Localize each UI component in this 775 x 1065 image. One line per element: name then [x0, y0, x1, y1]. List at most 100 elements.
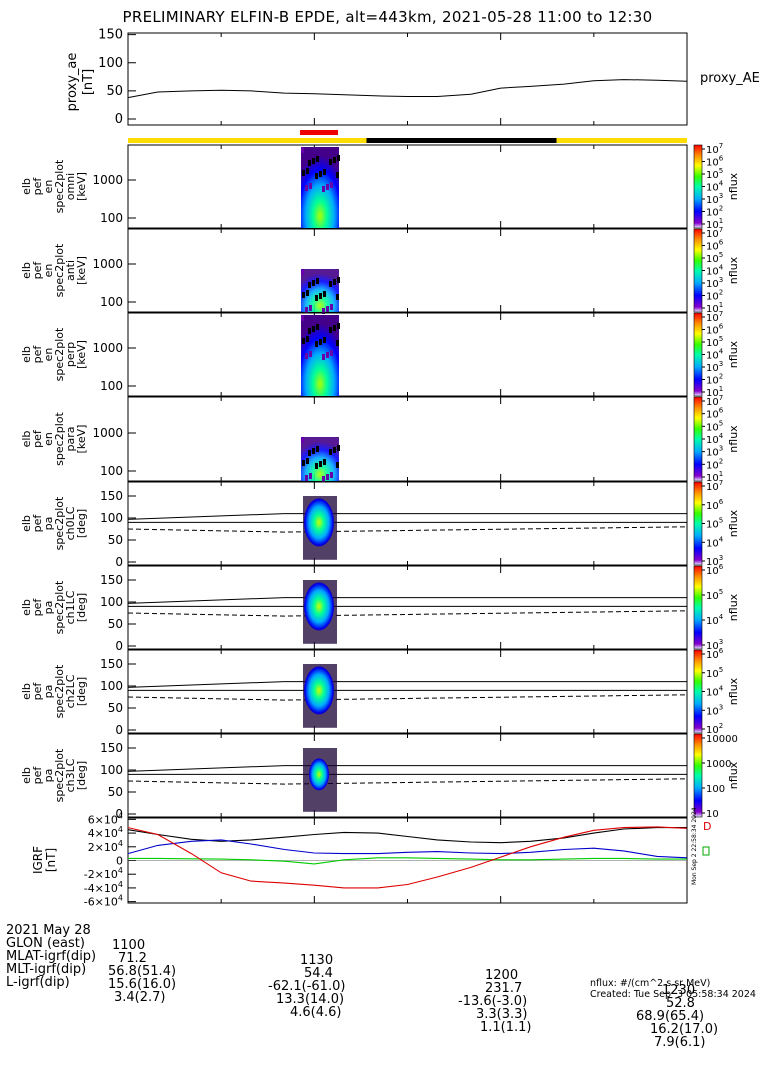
igrf-component-line: [128, 857, 687, 865]
spectrogram-panel-frame: [127, 228, 688, 313]
colorbar-tick-label: 1000: [706, 759, 731, 770]
colorbar-label: nflux: [727, 425, 740, 453]
spectrogram-speckle: [305, 307, 308, 313]
spectrogram-panel-frame: [127, 312, 688, 397]
spectrogram-ylabel-line: elb: [20, 431, 33, 448]
pitch-angle-colorbar: [693, 481, 703, 566]
spectrogram-speckle: [301, 147, 304, 153]
spectrogram-ylabel-line: spec2plot: [53, 327, 66, 381]
spectrogram-y-tick-label: 100: [100, 464, 123, 478]
spectrogram-ylabel-line: pef: [31, 261, 44, 280]
spectrogram-speckle: [337, 445, 340, 451]
colorbar-tick-label: 104: [706, 180, 724, 194]
spectrogram-speckle: [301, 269, 304, 275]
spectrogram-y-tick-label: 100: [100, 379, 123, 393]
ephemeris-value: 7.9(6.1): [654, 1035, 706, 1050]
spectrogram-ylabel-line: en: [42, 264, 55, 278]
colorbar-tick-label: 102: [706, 205, 723, 219]
igrf-yunit: [nT]: [44, 848, 58, 872]
spectrogram-speckle: [306, 168, 309, 174]
colorbar-tick-label: 106: [706, 647, 724, 661]
colorbar-tick-label: 106: [706, 239, 724, 253]
colorbar-tick-label: 105: [706, 251, 723, 265]
pitch-angle-y-tick-label: 0: [115, 639, 123, 653]
spectrogram-ylabel-line: perp: [64, 342, 77, 367]
spectrogram-speckle: [309, 473, 312, 479]
spectrogram-ylabel-line: [keV]: [75, 172, 88, 201]
pitch-angle-colorbar: [693, 565, 703, 650]
spectrogram-speckle: [336, 172, 339, 178]
colorbar-label: nflux: [727, 677, 740, 705]
pitch-angle-signal: [304, 582, 334, 631]
loss-cone-line: [127, 681, 285, 688]
pitch-angle-colorbar: [693, 733, 703, 818]
ephemeris-value: 71.2: [118, 951, 147, 966]
pitch-angle-y-tick-label: 150: [100, 573, 123, 587]
colorbar-tick-label: 103: [706, 360, 723, 374]
ae-y-tick-label: 50: [106, 84, 123, 99]
spectrogram-speckle: [315, 341, 318, 347]
colorbar-tick-label: 107: [706, 394, 723, 408]
pitch-angle-ylabel-line: [deg]: [75, 677, 88, 706]
pitch-angle-signal: [304, 666, 334, 715]
spectrogram-speckle: [330, 182, 333, 188]
ephemeris-value: 1.1(1.1): [480, 1020, 532, 1035]
spectrogram-ylabel-line: spec2plot: [53, 159, 66, 213]
colorbar-tick-label: 101: [706, 217, 723, 231]
spectrogram-speckle: [308, 450, 311, 456]
spectrogram-speckle: [309, 183, 312, 189]
created-note: Created: Tue Sep 3 05:58:34 2024: [590, 989, 756, 1000]
colorbar-tick-label: 104: [706, 432, 724, 446]
spectrogram-speckle: [315, 463, 318, 469]
colorbar-label: nflux: [727, 256, 740, 284]
spectrogram-speckle: [330, 350, 333, 356]
pitch-angle-ylabel-line: pa: [42, 601, 55, 615]
colorbar-tick-label: 106: [706, 155, 724, 169]
spectrogram-speckle: [301, 315, 304, 321]
spectrogram-speckle: [326, 474, 329, 480]
ephemeris-row: 2021 May 28 1100 1130 1200 1230: [6, 908, 695, 1013]
colorbar-tick-label: 101: [706, 385, 723, 399]
spectrogram-speckle: [323, 459, 326, 465]
spectrogram-ylabel-line: spec2plot: [53, 412, 66, 466]
colorbar-tick-label: 104: [706, 685, 724, 699]
anti-loss-cone-line: [127, 694, 688, 701]
colorbar-label: nflux: [727, 509, 740, 537]
pitch-angle-y-tick-label: 100: [100, 595, 123, 609]
spectrogram-ylabel-line: omni: [64, 173, 77, 200]
colorbar-tick-label: 107: [706, 226, 723, 240]
colorbar-tick-label: 100: [706, 784, 725, 795]
spectrogram-ylabel-line: [keV]: [75, 340, 88, 369]
igrf-y-tick-label: 0: [116, 855, 123, 868]
spectrogram-ylabel-line: en: [42, 432, 55, 446]
colorbar-tick-label: 105: [706, 419, 723, 433]
spectrogram-speckle: [336, 462, 339, 468]
pitch-angle-panel-frame: [127, 649, 688, 734]
igrf-y-tick-label: -2×104: [84, 866, 123, 881]
spectrogram-speckle: [333, 447, 336, 453]
anti-loss-cone-line: [127, 610, 688, 617]
pitch-angle-ylabel-line: pa: [42, 517, 55, 531]
colorbar-tick-label: 10: [706, 809, 719, 820]
colorbar-tick-label: 107: [706, 310, 723, 324]
pitch-angle-ylabel-line: [deg]: [75, 509, 88, 538]
spectrogram-y-tick-label: 1000: [92, 173, 123, 187]
igrf-component-line: [127, 827, 687, 844]
colorbar-tick-label: 107: [706, 479, 723, 493]
ephemeris-value: 1100: [112, 938, 146, 953]
ephemeris-row-label: GLON (east): [6, 936, 85, 951]
spectrogram-speckle: [302, 292, 305, 298]
status-bar-segment: [128, 138, 367, 143]
pitch-angle-ylabel-line: ch0LC: [64, 506, 77, 540]
figure-title: PRELIMINARY ELFIN-B EPDE, alt=443km, 202…: [122, 8, 653, 26]
spectrogram-ylabel-line: [keV]: [75, 256, 88, 285]
ephemeris-value: 1230: [662, 983, 696, 998]
spectrogram-ylabel-line: elb: [20, 262, 33, 279]
igrf-y-tick-label: -4×104: [84, 880, 123, 895]
igrf-legend-glyph: D: [703, 820, 711, 833]
spectrogram-ylabel-line: pef: [31, 177, 44, 196]
ae-y-tick-label: 0: [115, 112, 123, 127]
spectrogram-speckle: [312, 280, 315, 286]
colorbar-tick-label: 103: [706, 445, 723, 459]
pitch-angle-ylabel-line: pef: [31, 682, 44, 701]
